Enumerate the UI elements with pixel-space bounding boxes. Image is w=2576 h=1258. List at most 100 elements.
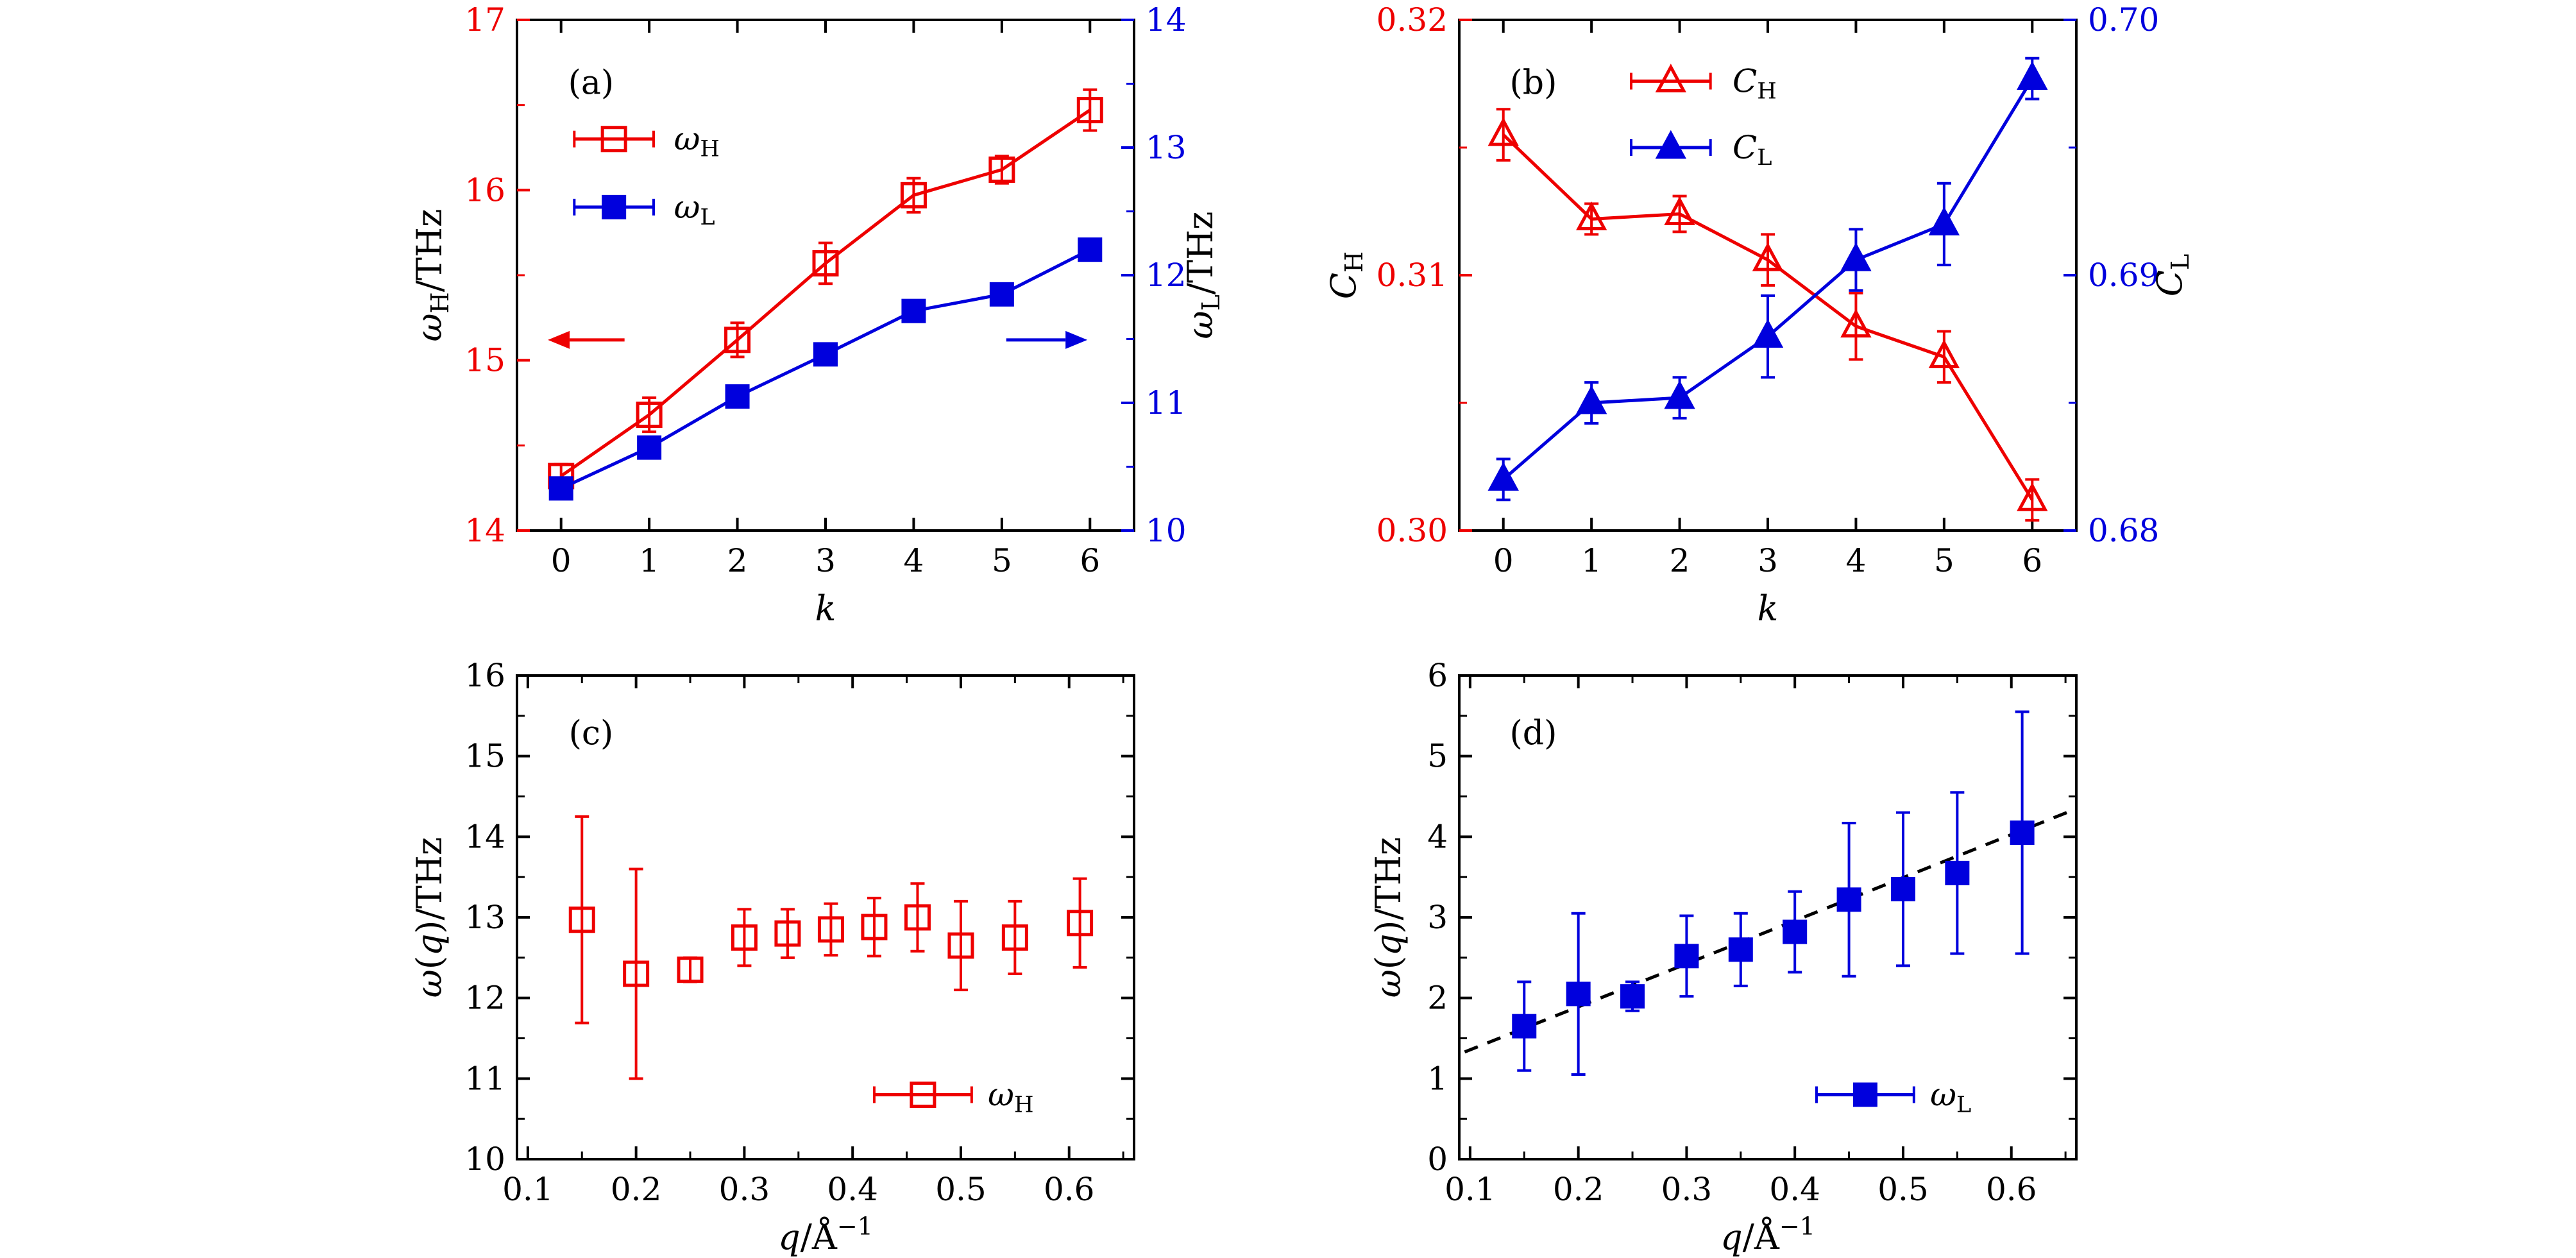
svg-text:13: 13 [464, 899, 505, 936]
svg-text:0.5: 0.5 [935, 1171, 987, 1208]
svg-text:17: 17 [464, 1, 505, 38]
svg-text:1: 1 [1427, 1060, 1448, 1097]
svg-text:0: 0 [1427, 1141, 1448, 1178]
panel-label-c: (c) [569, 715, 614, 753]
svg-text:1: 1 [639, 542, 659, 579]
svg-text:ωH: ωH [988, 1076, 1033, 1118]
svg-text:ωL/THz: ωL/THz [1180, 211, 1225, 339]
svg-text:6: 6 [1427, 657, 1448, 694]
blue-axis-arrow [1006, 330, 1088, 349]
svg-text:3: 3 [815, 542, 836, 579]
series-C-L [1487, 56, 2048, 502]
svg-text:3: 3 [1427, 899, 1448, 936]
svg-text:0.4: 0.4 [827, 1171, 878, 1208]
svg-text:ω(q)/THz: ω(q)/THz [409, 837, 450, 998]
svg-text:2: 2 [1427, 980, 1448, 1017]
svg-text:0.1: 0.1 [502, 1171, 554, 1208]
svg-text:k: k [815, 588, 836, 629]
svg-text:0.31: 0.31 [1377, 257, 1448, 294]
svg-text:CH: CH [1733, 63, 1777, 105]
svg-text:0.6: 0.6 [1986, 1171, 2037, 1208]
svg-text:ωL: ωL [674, 189, 715, 230]
svg-text:14: 14 [1146, 1, 1187, 38]
series-omega-H [548, 88, 1103, 489]
svg-text:15: 15 [464, 738, 505, 775]
svg-text:ωL: ωL [1930, 1076, 1971, 1118]
panel-label-a: (a) [568, 64, 614, 103]
svg-text:15: 15 [464, 342, 505, 379]
svg-text:1: 1 [1581, 542, 1602, 579]
svg-text:4: 4 [904, 542, 924, 579]
svg-text:5: 5 [1427, 738, 1448, 775]
svg-text:6: 6 [2022, 542, 2042, 579]
panel-d: 0.1 0.2 0.3 0.4 0.5 0.6 0 1 2 3 4 5 6 q/Å−1 ω(q)/THz ωL… [1368, 657, 2078, 1257]
svg-text:6: 6 [1080, 542, 1100, 579]
svg-text:5: 5 [992, 542, 1012, 579]
panel-label-b: (b) [1510, 64, 1557, 103]
svg-text:0.6: 0.6 [1044, 1171, 1095, 1208]
svg-text:3: 3 [1758, 542, 1778, 579]
svg-text:2: 2 [727, 542, 748, 579]
svg-text:0.30: 0.30 [1377, 512, 1448, 549]
axis-labels-c: q/Å−1 ω(q)/THz [409, 837, 873, 1257]
axes-d: 0.1 0.2 0.3 0.4 0.5 0.6 0 1 2 3 4 5 6 [1427, 657, 2078, 1208]
svg-text:2: 2 [1670, 542, 1690, 579]
fit-line [1464, 809, 2072, 1054]
axis-labels-b: k CH CL [1323, 251, 2194, 629]
svg-text:0.2: 0.2 [611, 1171, 662, 1208]
panel-b: 0 1 2 3 4 5 6 0.30 0.31 0.32 0.68 0.69 0.70 k CH CL CH CL… [1323, 1, 2194, 629]
svg-text:4: 4 [1846, 542, 1867, 579]
axes-b: 0 1 2 3 4 5 6 0.30 0.31 0.32 0.68 0.69 0.70 [1377, 1, 2160, 579]
svg-text:(b): (b) [1510, 64, 1557, 103]
legend-a-row-0: ωH [573, 121, 720, 162]
svg-text:10: 10 [1146, 512, 1187, 549]
svg-text:16: 16 [464, 171, 505, 208]
svg-text:13: 13 [1146, 129, 1187, 166]
svg-text:11: 11 [464, 1060, 505, 1097]
svg-text:0.3: 0.3 [1661, 1171, 1713, 1208]
panel-c: 0.1 0.2 0.3 0.4 0.5 0.6 10 11 12 13 14 15 16 q/Å−1 ω(q… [409, 657, 1135, 1257]
panel-a: 0 1 2 3 4 5 6141516171011121314kωH/THzωL/THzωH… [409, 1, 1225, 629]
svg-text:CL: CL [2149, 254, 2194, 297]
svg-text:0: 0 [1493, 542, 1514, 579]
red-axis-arrow [548, 330, 625, 349]
svg-text:12: 12 [464, 980, 505, 1017]
svg-text:0.4: 0.4 [1769, 1171, 1820, 1208]
svg-text:16: 16 [464, 657, 505, 694]
axes-c: 0.1 0.2 0.3 0.4 0.5 0.6 10 11 12 13 14 15 16 [464, 657, 1135, 1208]
svg-text:14: 14 [464, 818, 505, 855]
series-C-H [1487, 108, 2048, 522]
svg-text:0.69: 0.69 [2088, 257, 2159, 294]
svg-text:ωH/THz: ωH/THz [409, 209, 454, 342]
svg-text:0.1: 0.1 [1445, 1171, 1496, 1208]
svg-text:(d): (d) [1510, 715, 1557, 753]
svg-text:0.2: 0.2 [1553, 1171, 1604, 1208]
svg-text:k: k [1758, 588, 1779, 629]
series-omega-L-q [1512, 710, 2035, 1076]
legend-a-row-1: ωL [573, 189, 715, 230]
series-omega-H-q [568, 815, 1094, 1080]
svg-text:12: 12 [1146, 257, 1187, 294]
svg-text:q/Å−1: q/Å−1 [1720, 1212, 1815, 1257]
legend-c-row-0: ωH [872, 1076, 1033, 1118]
svg-text:4: 4 [1427, 818, 1448, 855]
panel-label-d: (d) [1510, 715, 1557, 753]
axis-labels-d: q/Å−1 ω(q)/THz [1368, 837, 1815, 1257]
svg-text:14: 14 [464, 512, 505, 549]
svg-text:q/Å−1: q/Å−1 [778, 1212, 873, 1257]
svg-text:5: 5 [1934, 542, 1954, 579]
svg-text:0.3: 0.3 [719, 1171, 770, 1208]
svg-text:10: 10 [464, 1141, 505, 1178]
svg-text:0.68: 0.68 [2088, 512, 2159, 549]
axis-labels-a: k ωH/THz ωL/THz [409, 209, 1225, 629]
svg-text:0.32: 0.32 [1377, 1, 1448, 38]
series-omega-L [548, 237, 1103, 501]
svg-text:0.5: 0.5 [1877, 1171, 1929, 1208]
svg-text:(c): (c) [569, 715, 614, 753]
legend-d-row-0: ωL [1815, 1076, 1971, 1118]
svg-text:ωH: ωH [674, 121, 720, 162]
svg-text:ω(q)/THz: ω(q)/THz [1368, 837, 1409, 998]
